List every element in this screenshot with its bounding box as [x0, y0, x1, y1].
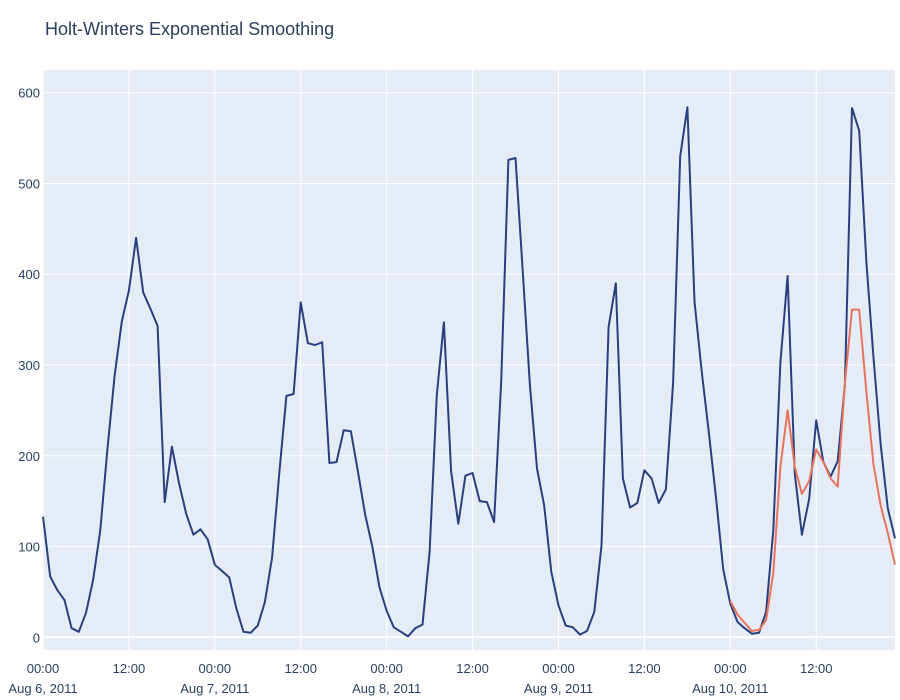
forecast-series-line	[729, 308, 896, 632]
y-tick-label: 100	[18, 540, 40, 555]
observed-series-line	[42, 106, 896, 638]
x-tick-time-label: 00:00	[714, 661, 747, 676]
x-tick-time-label: 12:00	[628, 661, 661, 676]
x-tick-time-label: 00:00	[199, 661, 232, 676]
x-tick-time-label: 00:00	[542, 661, 575, 676]
x-tick-date-label: Aug 10, 2011	[692, 681, 768, 696]
x-tick-time-label: 12:00	[113, 661, 146, 676]
x-axis-ticks: 00:00 Aug 6, 2011 12:00 00:00 Aug 7, 2011 12:…	[8, 661, 832, 696]
x-tick-time-label: 00:00	[370, 661, 403, 676]
y-tick-label: 500	[18, 176, 40, 191]
x-tick-date-label: Aug 8, 2011	[352, 681, 421, 696]
y-tick-label: 300	[18, 358, 40, 373]
series-lines	[42, 106, 896, 638]
x-tick-time-label: 12:00	[800, 661, 833, 676]
x-tick-date-label: Aug 6, 2011	[8, 681, 77, 696]
grid-lines	[42, 70, 895, 650]
chart-title: Holt-Winters Exponential Smoothing	[45, 19, 334, 39]
x-tick-date-label: Aug 7, 2011	[180, 681, 249, 696]
y-tick-label: 200	[18, 449, 40, 464]
y-tick-label: 600	[18, 86, 40, 101]
y-axis-ticks: 0 100 200 300 400 500 600	[18, 86, 40, 646]
y-tick-label: 400	[18, 267, 40, 282]
x-tick-time-label: 12:00	[456, 661, 489, 676]
x-tick-date-label: Aug 9, 2011	[524, 681, 593, 696]
x-tick-time-label: 12:00	[284, 661, 317, 676]
y-tick-label: 0	[33, 630, 40, 645]
x-tick-time-label: 00:00	[27, 661, 60, 676]
plot-area	[43, 70, 895, 650]
